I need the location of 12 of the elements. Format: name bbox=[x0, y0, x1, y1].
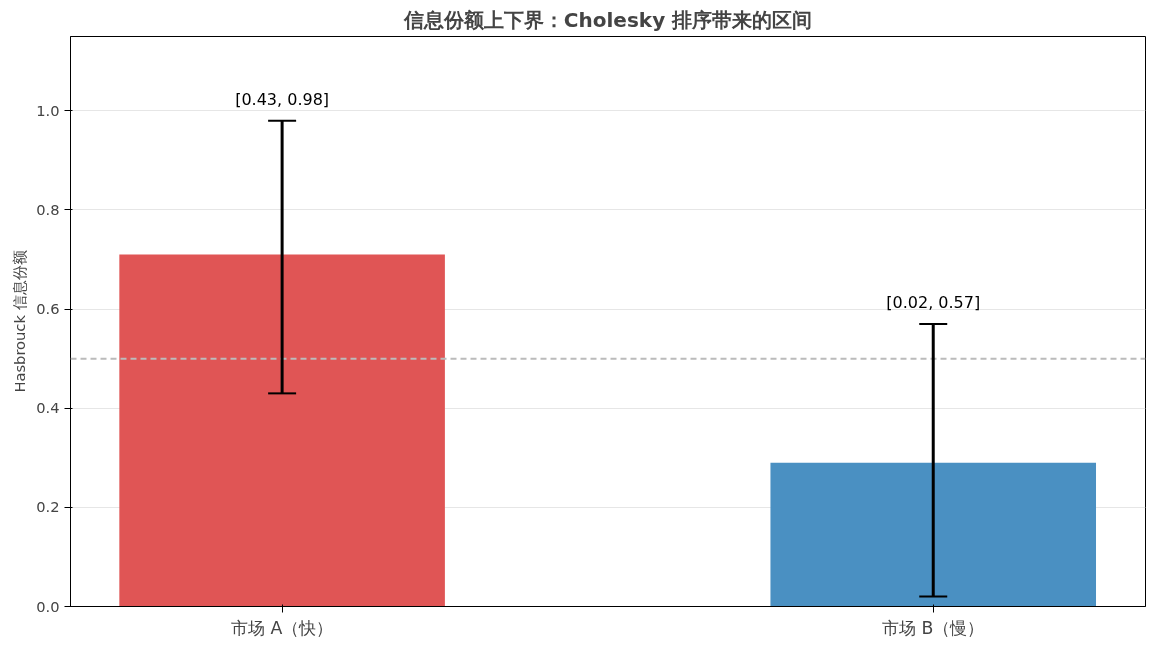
y-tick-label: 0.4 bbox=[36, 399, 60, 417]
y-tick-label: 0.0 bbox=[36, 597, 60, 615]
annotation: [0.02, 0.57] bbox=[886, 292, 981, 312]
annotation: [0.43, 0.98] bbox=[235, 89, 330, 109]
chart-title: 信息份额上下界：Cholesky 排序带来的区间 bbox=[402, 7, 813, 32]
y-tick-label: 0.8 bbox=[36, 200, 60, 218]
y-axis-title: Hasbrouck 信息份额 bbox=[11, 250, 29, 393]
y-tick-label: 1.0 bbox=[36, 101, 60, 119]
x-tick-label: 市场 B（慢） bbox=[882, 617, 985, 638]
y-tick-label: 0.2 bbox=[36, 498, 60, 516]
x-tick-label: 市场 A（快） bbox=[230, 617, 334, 638]
y-tick-label: 0.6 bbox=[36, 300, 60, 318]
